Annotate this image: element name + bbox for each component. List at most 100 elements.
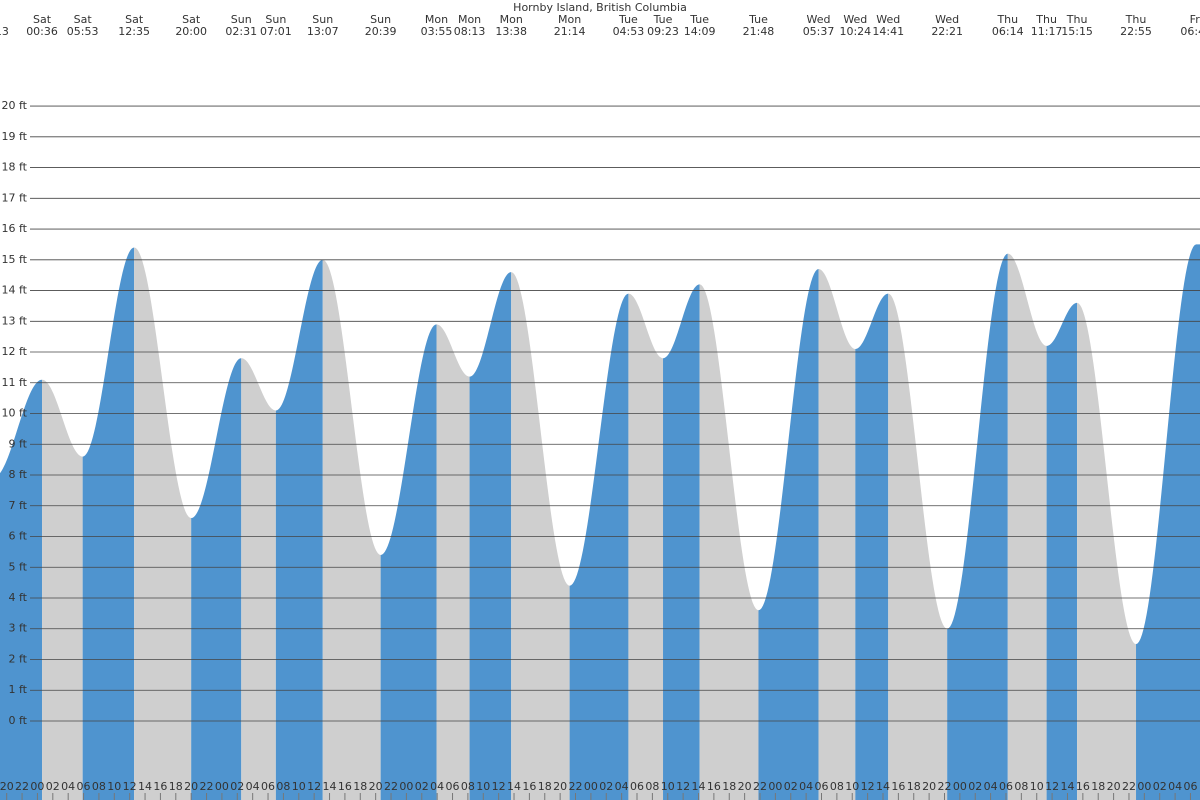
x-tick-label: 04 xyxy=(246,780,260,793)
x-tick-label: 12 xyxy=(492,780,506,793)
extremum-day: Thu xyxy=(1035,13,1057,26)
rising-tide xyxy=(380,324,437,800)
extremum-day: Sun xyxy=(370,13,391,26)
x-tick-label: 12 xyxy=(123,780,137,793)
x-tick-label: 02 xyxy=(784,780,798,793)
extremum-time: 04:53 xyxy=(613,25,645,38)
x-tick-label: 00 xyxy=(953,780,967,793)
x-tick-label: 06 xyxy=(999,780,1013,793)
falling-tide xyxy=(1077,302,1137,800)
rising-tide xyxy=(1046,302,1078,800)
x-tick-label: 10 xyxy=(292,780,306,793)
extremum-day: Tue xyxy=(618,13,638,26)
chart-title: Hornby Island, British Columbia xyxy=(513,1,687,14)
x-tick-label: 16 xyxy=(338,780,352,793)
extremum-time: 14:09 xyxy=(684,25,716,38)
extremum-time: 11:17 xyxy=(1031,25,1063,38)
extremum-time: 20:39 xyxy=(365,25,397,38)
falling-tide xyxy=(42,379,83,800)
x-tick-label: 14 xyxy=(876,780,890,793)
x-tick-label: 22 xyxy=(753,780,767,793)
extremum-day: Wed xyxy=(807,13,831,26)
x-tick-label: 12 xyxy=(1045,780,1059,793)
x-tick-label: 10 xyxy=(845,780,859,793)
rising-tide xyxy=(663,284,700,800)
falling-tide xyxy=(322,259,381,800)
x-tick-label: 02 xyxy=(46,780,60,793)
rising-tide xyxy=(82,247,135,800)
extremum-day: Sun xyxy=(312,13,333,26)
x-tick-label: 18 xyxy=(907,780,921,793)
rising-tide xyxy=(947,253,1008,800)
falling-tide xyxy=(1007,253,1047,800)
y-tick-label: 10 ft xyxy=(2,407,28,420)
falling-tide xyxy=(241,358,276,800)
x-tick-label: 00 xyxy=(30,780,44,793)
x-tick-label: 04 xyxy=(61,780,75,793)
extremum-time: 03:55 xyxy=(421,25,453,38)
extremum-day: Sun xyxy=(231,13,252,26)
x-tick-label: 16 xyxy=(891,780,905,793)
x-tick-label: 08 xyxy=(92,780,106,793)
extremum-time: 13:38 xyxy=(495,25,527,38)
extremum-day: Wed xyxy=(843,13,867,26)
extremum-time: 09:23 xyxy=(647,25,679,38)
x-tick-label: 08 xyxy=(1014,780,1028,793)
x-tick-label: 10 xyxy=(661,780,675,793)
extremum-day: Thu xyxy=(996,13,1018,26)
extremum-day: Tue xyxy=(689,13,709,26)
x-tick-label: 20 xyxy=(738,780,752,793)
y-tick-label: 4 ft xyxy=(9,591,28,604)
y-tick-label: 6 ft xyxy=(9,530,28,543)
x-tick-label: 06 xyxy=(446,780,460,793)
x-tick-label: 14 xyxy=(323,780,337,793)
extremum-time: 05:53 xyxy=(67,25,99,38)
x-tick-label: 00 xyxy=(768,780,782,793)
y-tick-label: 5 ft xyxy=(9,560,28,573)
extremum-day: Sun xyxy=(265,13,286,26)
x-tick-label: 16 xyxy=(153,780,167,793)
y-tick-label: 3 ft xyxy=(9,622,28,635)
extremum-time: 06:45 xyxy=(1180,25,1200,38)
extremum-day: Sat xyxy=(33,13,52,26)
x-tick-label: 16 xyxy=(522,780,536,793)
x-tick-label: 20 xyxy=(922,780,936,793)
rising-tide xyxy=(469,272,512,800)
x-tick-label: 00 xyxy=(1137,780,1151,793)
falling-tide xyxy=(134,247,192,800)
extremum-day: Tue xyxy=(748,13,768,26)
extremum-day: Thu xyxy=(1066,13,1088,26)
y-tick-label: 19 ft xyxy=(2,130,28,143)
y-tick-label: 20 ft xyxy=(2,99,28,112)
x-tick-label: 14 xyxy=(507,780,521,793)
falling-tide xyxy=(699,284,759,800)
extremum-time: 18:13 xyxy=(0,25,9,38)
extremum-day: Mon xyxy=(425,13,448,26)
rising-tide xyxy=(569,293,629,800)
x-tick-label: 14 xyxy=(138,780,152,793)
x-tick-label: 06 xyxy=(1183,780,1197,793)
x-tick-label: 18 xyxy=(353,780,367,793)
x-tick-label: 14 xyxy=(1060,780,1074,793)
falling-tide xyxy=(511,272,570,800)
x-tick-label: 18 xyxy=(169,780,183,793)
x-tick-label: 04 xyxy=(615,780,629,793)
extremum-time: 22:55 xyxy=(1120,25,1152,38)
extremum-time: 21:48 xyxy=(743,25,775,38)
x-tick-label: 20 xyxy=(553,780,567,793)
extremum-time: 06:14 xyxy=(992,25,1024,38)
extremum-time: 20:00 xyxy=(175,25,207,38)
x-tick-label: 20 xyxy=(0,780,14,793)
y-tick-label: 11 ft xyxy=(2,376,28,389)
x-tick-label: 06 xyxy=(814,780,828,793)
x-tick-label: 00 xyxy=(215,780,229,793)
x-tick-label: 18 xyxy=(538,780,552,793)
x-tick-label: 20 xyxy=(1107,780,1121,793)
y-tick-label: 8 ft xyxy=(9,468,28,481)
extremum-day: Wed xyxy=(876,13,900,26)
falling-tide xyxy=(818,269,856,800)
extremum-time: 07:01 xyxy=(260,25,292,38)
rising-tide xyxy=(855,293,889,800)
extremum-time: 13:07 xyxy=(307,25,339,38)
